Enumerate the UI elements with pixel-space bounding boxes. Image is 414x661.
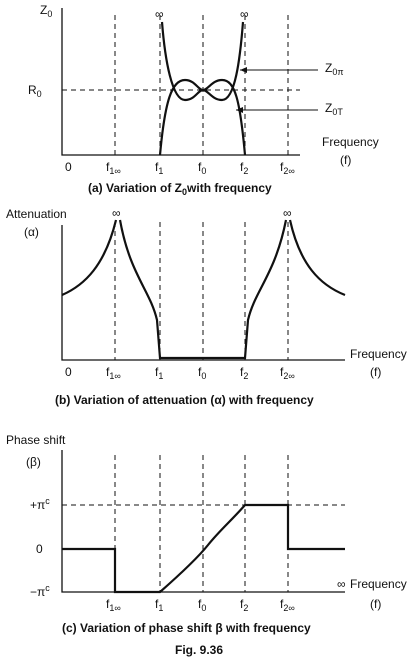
- phase-curve: [62, 503, 345, 594]
- x-tick: f2∞: [280, 365, 295, 381]
- infinity: ∞: [112, 206, 121, 220]
- caption: (c) Variation of phase shift β with freq…: [62, 621, 311, 635]
- x-tick: f1: [155, 365, 163, 381]
- x-tick: f0: [198, 365, 206, 381]
- x-unit: (f): [340, 153, 351, 167]
- caption: (b) Variation of attenuation (α) with fr…: [55, 393, 314, 407]
- curve-label: Z0π: [325, 61, 344, 77]
- axes: [61, 450, 345, 593]
- x-tick: f2: [240, 597, 248, 613]
- x-tick: f0: [198, 160, 206, 176]
- r-label: R0: [28, 83, 42, 99]
- caption: (a) Variation of Z0with frequency: [88, 181, 272, 197]
- x-tick: f2∞: [280, 160, 295, 176]
- x-unit: (f): [370, 365, 381, 379]
- y-label: Phase shift: [6, 433, 66, 447]
- panel-a: Z0 R0 ∞ ∞ Z0π Z0T Frequency (f) 0 f1∞ f1…: [28, 3, 379, 197]
- axes: [61, 8, 300, 156]
- x-tick: f1∞: [106, 160, 121, 176]
- infinity: ∞: [283, 206, 292, 220]
- y-label: Attenuation: [6, 207, 67, 221]
- panel-c: Phase shift (β) +πc 0 −πc ∞ Frequency (f…: [6, 433, 407, 635]
- x-tick: f1: [155, 597, 163, 613]
- x-label: Frequency: [350, 347, 407, 361]
- x-label: Frequency: [350, 577, 407, 591]
- x-tick: f1: [155, 160, 163, 176]
- infinity: ∞: [337, 577, 346, 591]
- figure-label: Fig. 9.36: [175, 643, 223, 657]
- x-label: Frequency: [322, 135, 379, 149]
- x-tick: f2: [240, 365, 248, 381]
- infinity: ∞: [240, 7, 249, 21]
- y-symbol: (β): [26, 455, 41, 469]
- level-label: +πc: [30, 496, 50, 512]
- z0pi-curve: [160, 21, 245, 102]
- level-label: 0: [36, 542, 43, 556]
- level-label: −πc: [30, 583, 50, 599]
- x-unit: (f): [370, 597, 381, 611]
- axes: [61, 225, 345, 361]
- x-tick: f2∞: [280, 597, 295, 613]
- y-label: Z0: [40, 3, 52, 19]
- attenuation-curve: [61, 219, 346, 360]
- guide-lines: [62, 455, 345, 592]
- guide-lines: [62, 15, 300, 155]
- x-tick: f1∞: [106, 365, 121, 381]
- guide-lines: [114, 222, 289, 360]
- x-tick: f2: [240, 160, 248, 176]
- curve-label: Z0T: [325, 101, 343, 117]
- infinity: ∞: [155, 7, 164, 21]
- x-tick: 0: [65, 365, 72, 379]
- y-symbol: (α): [24, 225, 39, 239]
- x-tick: f1∞: [106, 597, 121, 613]
- panel-b: Attenuation (α) ∞ ∞ Frequency (f) 0 f1∞ …: [6, 206, 407, 407]
- x-tick: 0: [65, 160, 72, 174]
- x-tick: f0: [198, 597, 206, 613]
